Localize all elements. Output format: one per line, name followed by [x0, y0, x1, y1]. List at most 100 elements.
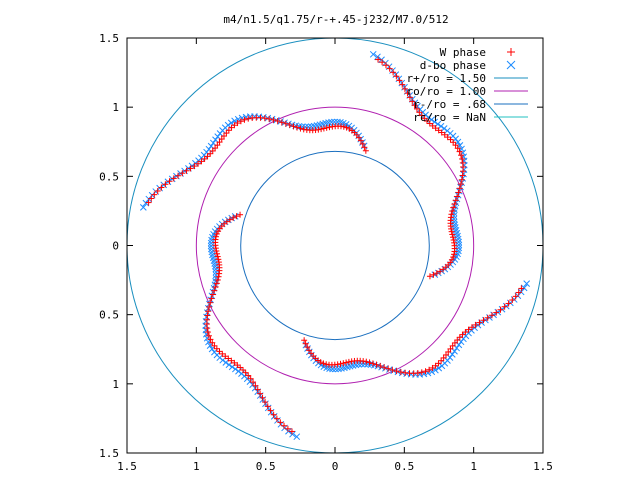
w-phase-point	[245, 115, 252, 122]
data-points	[139, 50, 531, 441]
w-phase-point	[179, 170, 186, 177]
w-phase-point	[449, 231, 456, 238]
w-phase-point	[221, 133, 228, 140]
w-phase-point	[214, 253, 221, 260]
w-phase-point	[429, 364, 436, 371]
w-phase-point	[259, 394, 266, 401]
w-phase-point	[389, 366, 396, 373]
w-phase-point	[518, 285, 525, 292]
w-phase-point	[472, 321, 479, 328]
d-bo-phase-point	[307, 123, 315, 130]
x-tick-label: 1.5	[533, 460, 553, 473]
w-phase-point	[230, 214, 237, 221]
w-phase-point	[456, 185, 463, 192]
w-phase-point	[277, 419, 284, 426]
w-phase-point	[228, 124, 235, 131]
w-phase-point	[343, 124, 350, 131]
w-phase-point	[148, 195, 155, 202]
x-tick-label: 0.5	[256, 460, 276, 473]
w-phase-point	[404, 90, 411, 97]
legend-sample-cross	[506, 60, 516, 70]
d-bo-phase-point	[446, 354, 454, 361]
w-phase-point	[433, 270, 440, 277]
w-phase-point	[191, 163, 198, 170]
legend-label: rc/ro = NaN	[413, 111, 486, 124]
w-phase-point	[501, 303, 508, 310]
w-phase-point	[187, 165, 194, 172]
w-phase-point	[385, 365, 392, 372]
w-phase-point	[320, 360, 327, 367]
w-phase-point	[162, 181, 169, 188]
reference-circle-1	[195, 106, 475, 385]
y-tick-label: 1.5	[99, 32, 119, 45]
w-phase-point	[451, 239, 458, 246]
w-phase-point	[274, 118, 281, 125]
w-phase-point	[222, 353, 229, 360]
w-phase-point	[213, 345, 220, 352]
w-phase-point	[241, 116, 248, 123]
d-bo-phase-point	[520, 284, 528, 292]
w-phase-point	[462, 329, 469, 336]
w-phase-point	[497, 306, 504, 313]
x-tick-label: 1.5	[117, 460, 137, 473]
w-phase-point	[459, 155, 466, 162]
w-phase-point	[318, 126, 325, 133]
w-phase-point	[390, 69, 397, 76]
w-phase-point	[362, 147, 369, 154]
y-tick-label: 0.5	[99, 309, 119, 322]
w-phase-point	[488, 312, 495, 319]
w-phase-point	[456, 334, 463, 341]
w-phase-point	[250, 379, 257, 386]
w-phase-point	[205, 308, 212, 315]
w-phase-point	[209, 339, 216, 346]
w-phase-point	[515, 289, 522, 296]
w-phase-point	[166, 178, 173, 185]
w-phase-point	[273, 415, 280, 422]
w-phase-point	[426, 273, 433, 280]
w-phase-point	[454, 193, 461, 200]
w-phase-point	[426, 366, 433, 373]
w-phase-point	[396, 77, 403, 84]
w-phase-point	[237, 211, 244, 218]
w-phase-point	[377, 362, 384, 369]
y-tick-label: 1	[112, 101, 119, 114]
w-phase-point	[457, 181, 464, 188]
w-phase-point	[447, 345, 454, 352]
reference-circle-2	[240, 150, 430, 341]
w-phase-point	[247, 375, 254, 382]
d-bo-phase-point	[289, 430, 296, 438]
w-phase-point	[445, 348, 452, 355]
w-phase-point	[361, 144, 368, 151]
w-phase-point	[154, 187, 161, 194]
w-phase-point	[326, 124, 333, 131]
w-phase-point	[418, 369, 425, 376]
w-phase-point	[413, 105, 420, 112]
w-phase-point	[198, 158, 205, 165]
x-tick-label: 0	[332, 460, 339, 473]
w-phase-point	[345, 358, 352, 365]
w-phase-point	[509, 297, 516, 304]
w-phase-point	[214, 250, 221, 257]
w-phase-point	[465, 326, 472, 333]
w-phase-point	[438, 129, 445, 136]
w-phase-point	[411, 102, 418, 109]
w-phase-point	[212, 245, 219, 252]
w-phase-point	[270, 116, 277, 123]
w-phase-point	[206, 303, 213, 310]
w-phase-point	[237, 118, 244, 125]
y-tick-label: 0.5	[99, 170, 119, 183]
w-phase-point	[252, 382, 259, 389]
w-phase-point	[237, 364, 244, 371]
w-phase-point	[215, 256, 222, 263]
w-phase-point	[393, 73, 400, 80]
w-phase-point	[438, 357, 445, 364]
w-phase-point	[205, 332, 212, 339]
w-phase-point	[414, 369, 421, 376]
legend-label: ro/ro = 1.00	[407, 85, 486, 98]
x-tick-label: 1	[193, 460, 200, 473]
w-phase-point	[409, 98, 416, 105]
w-phase-point	[455, 189, 462, 196]
w-phase-point	[204, 153, 211, 160]
w-phase-point	[459, 159, 466, 166]
w-phase-point	[401, 85, 408, 92]
